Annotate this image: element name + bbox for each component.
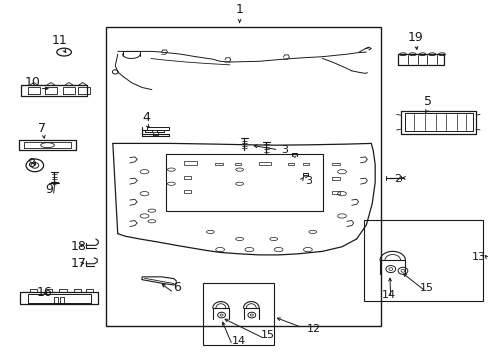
Text: 12: 12 (306, 324, 321, 334)
Bar (183, 176, 190, 179)
Text: 7: 7 (38, 122, 46, 135)
Bar (183, 190, 190, 193)
Text: 5: 5 (423, 95, 431, 108)
Text: 17: 17 (70, 257, 86, 270)
Text: 8: 8 (27, 157, 35, 170)
Bar (203, 283, 273, 345)
Text: 13: 13 (471, 252, 485, 262)
Bar (183, 161, 197, 165)
Text: 10: 10 (24, 76, 40, 89)
Bar (331, 177, 339, 180)
Text: 14: 14 (382, 290, 396, 300)
Text: 6: 6 (173, 281, 181, 294)
Bar (288, 163, 294, 165)
Text: 15: 15 (261, 330, 274, 340)
Bar (215, 162, 222, 165)
Bar (259, 162, 271, 165)
Text: 19: 19 (407, 31, 422, 44)
Text: 11: 11 (51, 34, 67, 47)
Bar (331, 162, 339, 165)
Text: 1: 1 (235, 3, 243, 16)
Text: 4: 4 (142, 111, 150, 124)
Bar (331, 191, 339, 194)
Text: 3: 3 (304, 176, 311, 185)
Text: 3: 3 (281, 145, 288, 156)
Text: 14: 14 (231, 336, 245, 346)
Text: 16: 16 (36, 286, 52, 299)
Text: 15: 15 (419, 283, 432, 293)
Bar (105, 27, 380, 326)
Text: 2: 2 (394, 174, 401, 184)
Bar (234, 163, 240, 165)
Text: 18: 18 (70, 239, 86, 253)
Bar (363, 220, 483, 301)
Bar (303, 163, 308, 165)
Text: 9: 9 (45, 184, 53, 197)
